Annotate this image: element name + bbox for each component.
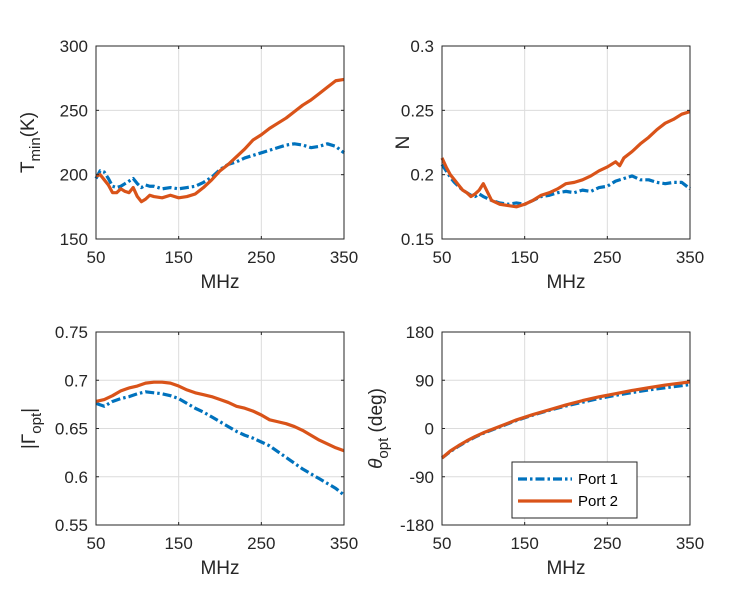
y-axis-label-tail: | [19, 408, 40, 413]
x-tick-label: 250 [247, 534, 275, 553]
y-axis-label-main: θ [366, 458, 387, 469]
y-tick-label: -180 [400, 516, 434, 535]
legend-label: Port 2 [578, 493, 618, 510]
axes-frame [441, 45, 691, 240]
x-tick-label: 350 [330, 248, 358, 267]
y-axis-label-main: |Γ [19, 434, 40, 449]
x-tick-label: 250 [593, 534, 621, 553]
legend-label: Port 1 [578, 471, 618, 488]
legend-box [511, 461, 638, 519]
y-tick-label: 0.25 [401, 101, 434, 120]
panel-n: 50 150 250 350 0.15 0.2 0.25 0.3 MHz N [393, 37, 704, 293]
plot-area [96, 46, 344, 239]
y-tick-label: -90 [409, 468, 434, 487]
y-axis-label-tail: (K) [18, 112, 39, 137]
y-axis-label-subscript: opt [28, 412, 45, 434]
y-axis-label: θopt (deg) [366, 388, 392, 469]
series-line-port-2 [440, 110, 691, 209]
x-tick-label: 50 [433, 534, 452, 553]
x-axis-label: MHz [200, 272, 239, 293]
legend: Port 1 Port 2 [511, 461, 638, 519]
x-axis-label: MHz [200, 558, 239, 579]
y-tick-label: 0.15 [401, 230, 434, 249]
x-tick-label: 250 [593, 248, 621, 267]
y-axis-label: |Γopt| [19, 408, 45, 449]
x-tick-label: 350 [676, 534, 704, 553]
series-line-port-1 [94, 142, 345, 191]
series-line-port-2 [95, 77, 345, 204]
x-axis-label: MHz [546, 558, 585, 579]
y-axis-label-tail: (deg) [366, 388, 387, 438]
x-tick-label: 150 [164, 248, 192, 267]
series-line-port-1 [95, 390, 346, 497]
y-axis-label: Tmin(K) [18, 112, 44, 173]
y-tick-label: 0 [425, 420, 434, 439]
axes-frame [95, 45, 345, 240]
x-tick-label: 350 [676, 248, 704, 267]
panel-gamma: 50 150 250 350 0.55 0.6 0.65 0.7 0.75 MHz |Γopt| [19, 323, 358, 579]
x-tick-label: 350 [330, 534, 358, 553]
y-tick-label: 250 [60, 101, 88, 120]
series-line-port-2 [95, 380, 345, 453]
x-tick-label: 50 [87, 534, 106, 553]
y-axis-label-subscript: opt [375, 437, 392, 459]
x-tick-label: 150 [510, 534, 538, 553]
y-axis-label: N [393, 136, 414, 150]
y-tick-label: 0.6 [64, 468, 88, 487]
y-tick-label: 0.2 [410, 166, 434, 185]
x-axis-label: MHz [546, 272, 585, 293]
y-tick-label: 200 [60, 166, 88, 185]
y-axis-label-main: T [18, 161, 39, 173]
x-tick-label: 250 [247, 248, 275, 267]
y-tick-label: 0.7 [64, 371, 88, 390]
y-tick-label: 150 [60, 230, 88, 249]
plot-area [442, 46, 690, 239]
y-tick-label: 180 [406, 323, 434, 342]
y-tick-label: 300 [60, 37, 88, 56]
y-tick-label: 90 [415, 371, 434, 390]
x-tick-label: 50 [87, 248, 106, 267]
y-tick-label: 0.55 [55, 516, 88, 535]
y-tick-label: 0.3 [410, 37, 434, 56]
y-tick-label: 0.75 [55, 323, 88, 342]
y-axis-label-subscript: min [27, 137, 44, 161]
x-tick-label: 150 [510, 248, 538, 267]
panel-theta: 50 150 250 350 -180 -90 0 90 180 MHz θopt (deg) Por… [366, 323, 704, 579]
x-tick-label: 150 [164, 534, 192, 553]
y-axis-label-main: N [393, 136, 414, 150]
series-line-port-2 [440, 380, 691, 460]
y-tick-label: 0.65 [55, 420, 88, 439]
x-tick-label: 50 [433, 248, 452, 267]
